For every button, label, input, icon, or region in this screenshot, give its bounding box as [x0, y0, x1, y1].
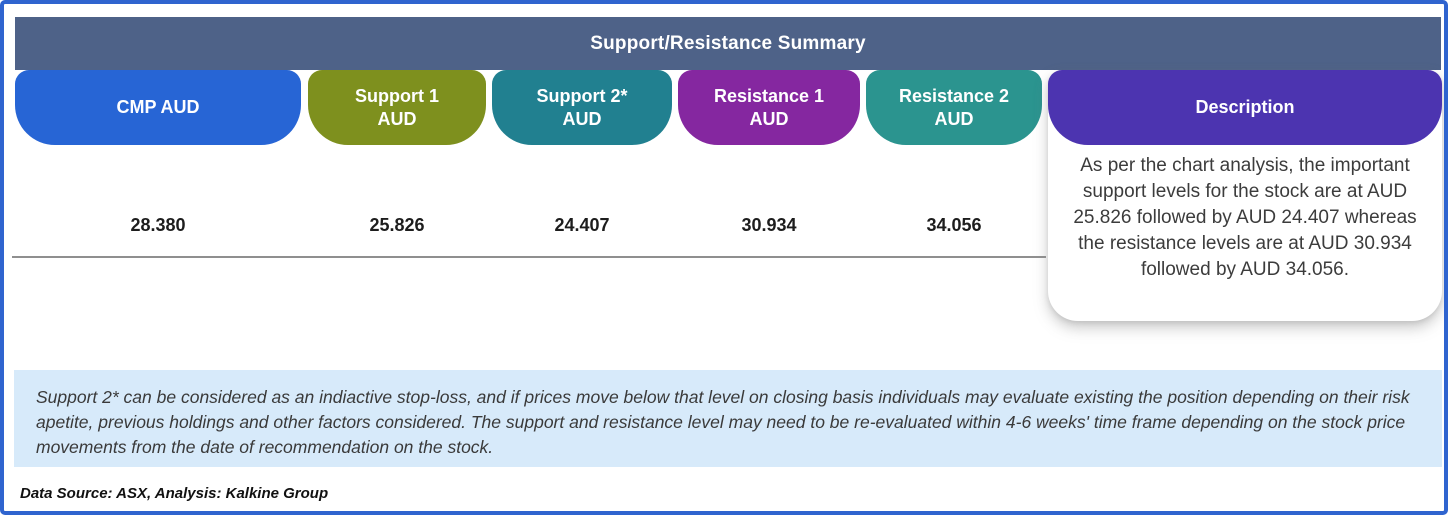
column-header-resistance-1-aud: Resistance 1 AUD: [678, 70, 860, 145]
cell-support-2-value: 24.407: [554, 215, 610, 235]
cell-cmp-aud-value: 28.380: [130, 215, 186, 235]
footnote-text: Support 2* can be considered as an india…: [36, 387, 1410, 457]
table-title: Support/Resistance Summary: [590, 32, 866, 54]
column-header-cmp-aud: CMP AUD: [15, 70, 301, 145]
column-header-label: AUD: [749, 108, 789, 129]
cell-resistance-1-value: 30.934: [741, 215, 797, 235]
table-title-bar: Support/Resistance Summary: [15, 17, 1441, 70]
data-source-note: Data Source: ASX, Analysis: Kalkine Grou…: [20, 485, 329, 502]
column-header-support-1-aud: Support 1 AUD: [308, 70, 486, 145]
column-header-label: AUD: [562, 108, 602, 129]
cell-resistance-2-value: 34.056: [926, 215, 982, 235]
column-header-label: Support 1: [355, 85, 439, 106]
description-card: Description As per the chart analysis, t…: [1048, 70, 1442, 321]
column-header-label: Resistance 1: [713, 85, 825, 106]
column-header-label: Description: [1195, 97, 1295, 117]
row-divider: [12, 256, 1046, 258]
column-header-label: Resistance 2: [898, 85, 1010, 106]
column-header-description: Description: [1048, 70, 1442, 145]
column-header-label: CMP AUD: [116, 97, 200, 117]
column-header-label: AUD: [934, 108, 974, 129]
footnote-box: Support 2* can be considered as an india…: [14, 370, 1442, 467]
cell-support-1-value: 25.826: [369, 215, 425, 235]
description-text: As per the chart analysis, the important…: [1073, 155, 1417, 280]
column-header-label: Support 2*: [536, 85, 628, 106]
column-header-resistance-2-aud: Resistance 2 AUD: [866, 70, 1042, 145]
column-header-support-2-aud: Support 2* AUD: [492, 70, 672, 145]
column-header-label: AUD: [377, 108, 417, 129]
